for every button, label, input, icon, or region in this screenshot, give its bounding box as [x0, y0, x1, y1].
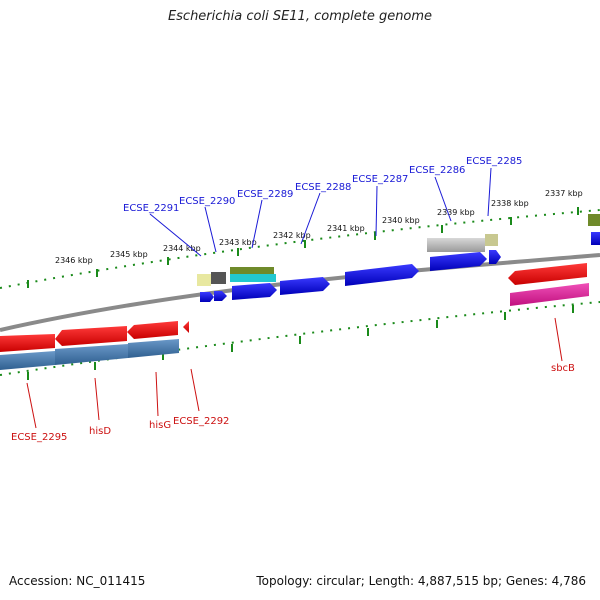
gene-label: ECSE_2292 — [173, 416, 229, 427]
gene-arrow-forward[interactable] — [489, 250, 501, 264]
feature-block[interactable] — [427, 238, 485, 252]
cds-block[interactable] — [510, 283, 589, 306]
gene-label: ECSE_2286 — [409, 165, 465, 176]
feature-group-upper — [197, 214, 600, 286]
scale-label: 2341 kbp — [327, 224, 365, 233]
cds-block[interactable] — [128, 339, 179, 358]
feature-block[interactable] — [230, 267, 274, 275]
gene-label: ECSE_2290 — [179, 196, 235, 207]
feature-block[interactable] — [588, 214, 600, 226]
reverse-genes — [0, 263, 587, 352]
gene-arrow-reverse[interactable] — [0, 334, 55, 352]
label-leaders-bottom — [26, 317, 563, 429]
feature-block[interactable] — [485, 234, 498, 246]
gene-labels-top: ECSE_2291 ECSE_2290 ECSE_2289 ECSE_2288 … — [123, 156, 522, 214]
gene-arrow-reverse[interactable] — [127, 321, 178, 339]
scale-label: 2346 kbp — [55, 256, 93, 265]
gene-arrow-forward[interactable] — [345, 264, 419, 286]
gene-arrow-forward[interactable] — [430, 252, 487, 271]
gene-label: ECSE_2291 — [123, 203, 179, 214]
gene-label: ECSE_2287 — [352, 174, 408, 185]
gene-label: ECSE_2289 — [237, 189, 293, 200]
gene-label: ECSE_2295 — [11, 432, 67, 443]
scale-label: 2338 kbp — [491, 199, 529, 208]
label-leaders-top — [149, 167, 492, 257]
feature-block[interactable] — [211, 272, 226, 284]
cds-block[interactable] — [0, 351, 55, 370]
scale-ticks-inner — [27, 305, 574, 380]
scale-label: 2345 kbp — [110, 250, 148, 259]
scale-label: 2343 kbp — [219, 238, 257, 247]
gene-arrow-reverse[interactable] — [55, 326, 127, 346]
scale-label: 2337 kbp — [545, 189, 583, 198]
gene-arrow-forward[interactable] — [214, 291, 227, 301]
genome-summary-text: Topology: circular; Length: 4,887,515 bp… — [256, 574, 586, 588]
gene-labels-bottom: ECSE_2295 hisD hisG ECSE_2292 sbcB — [11, 363, 575, 443]
gene-label: ECSE_2285 — [466, 156, 522, 167]
scale-labels: 2346 kbp 2345 kbp 2344 kbp 2343 kbp 2342… — [55, 189, 583, 265]
scale-label: 2339 kbp — [437, 208, 475, 217]
map-title: Escherichia coli SE11, complete genome — [167, 9, 433, 24]
gene-arrow-forward[interactable] — [591, 232, 600, 245]
scale-label: 2340 kbp — [382, 216, 420, 225]
scale-label: 2344 kbp — [163, 244, 201, 253]
gene-label: hisD — [89, 426, 111, 437]
gene-label: sbcB — [551, 363, 575, 374]
gene-label: hisG — [149, 420, 171, 431]
gene-arrow-forward[interactable] — [232, 283, 277, 300]
forward-genes — [200, 232, 600, 302]
scale-label: 2342 kbp — [273, 231, 311, 240]
feature-block[interactable] — [197, 274, 211, 286]
cds-block[interactable] — [55, 344, 128, 365]
cds-features — [0, 283, 589, 370]
accession-text: Accession: NC_011415 — [9, 574, 146, 588]
scale-ticks-outer — [27, 207, 579, 288]
gene-arrow-reverse[interactable] — [183, 321, 189, 333]
gene-arrow-forward[interactable] — [200, 292, 214, 302]
gene-label: ECSE_2288 — [295, 182, 351, 193]
gene-arrow-reverse[interactable] — [508, 263, 587, 285]
feature-block[interactable] — [230, 274, 276, 282]
gene-arrow-forward[interactable] — [280, 277, 330, 295]
